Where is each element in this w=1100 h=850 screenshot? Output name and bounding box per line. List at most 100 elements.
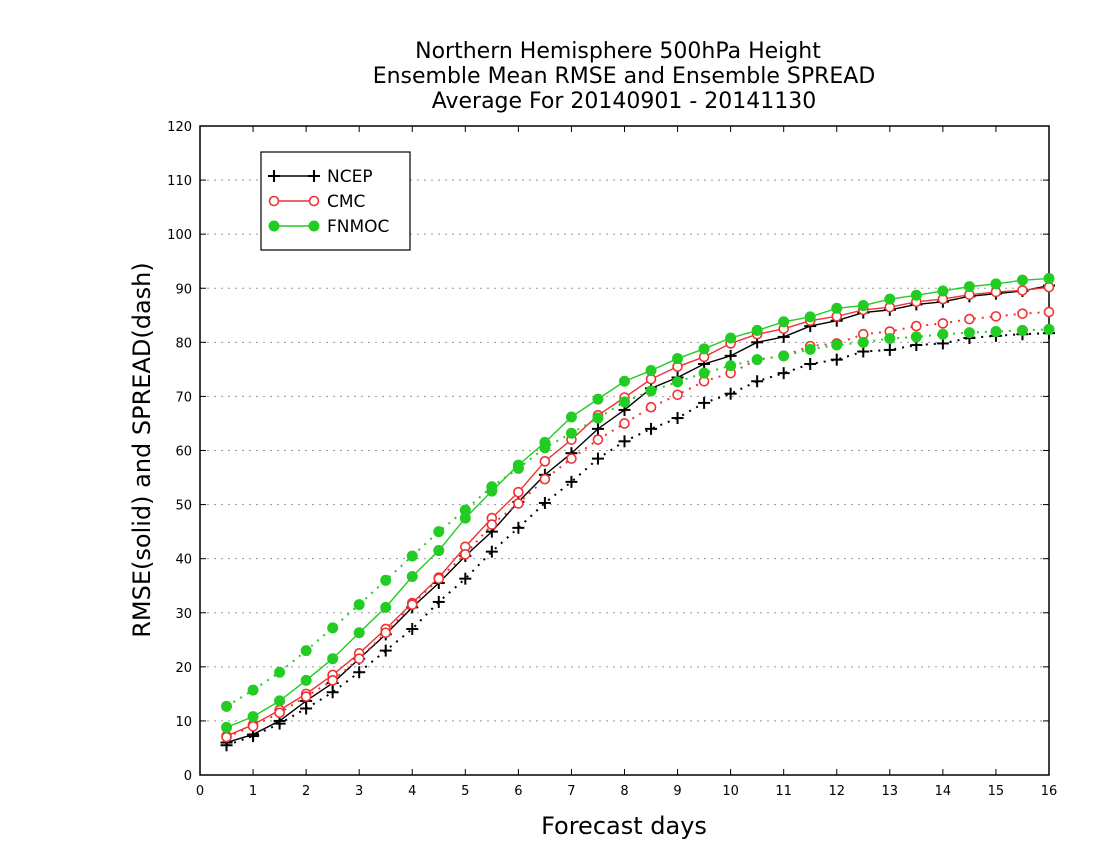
x-tick-label: 14 [935,784,952,799]
x-tick-label: 4 [408,784,416,799]
cmc-spread-point [460,549,471,560]
cmc-spread-point [1043,306,1055,318]
fnmoc-rmse-point [778,316,790,328]
y-axis-ticks: 0 10 20 30 40 50 60 70 80 90 100 110 120 [167,120,1049,784]
series-group [220,273,1055,752]
x-tick-label: 3 [355,784,363,799]
fnmoc-spread-point [353,599,365,611]
fnmoc-rmse-point [353,627,365,639]
fnmoc-rmse-point [751,324,763,336]
fnmoc-spread-point [645,385,657,397]
x-tick-label: 5 [461,784,469,799]
cmc-spread-point [433,573,445,584]
fnmoc-rmse-point [884,293,896,305]
ncep-spread-point [273,717,286,730]
fnmoc-spread-line [226,328,1050,708]
cmc-spread-point [380,627,392,639]
x-axis-ticks: 0 1 2 3 4 5 6 7 8 9 10 11 12 13 14 15 16 [196,126,1057,799]
cmc-spread-point [672,389,683,401]
cmc-spread-point [274,707,285,719]
cmc-spread-point [592,434,604,445]
fnmoc-rmse-point [1043,273,1055,285]
fnmoc-rmse-point [831,302,843,314]
cmc-spread-point [964,313,975,325]
fnmoc-spread-point [619,396,630,408]
ncep-rmse-point [724,349,737,362]
ncep-spread-point [883,343,896,356]
y-tick-label: 100 [167,228,192,243]
x-tick-label: 9 [673,784,681,799]
ncep-rmse-line [226,284,1050,744]
legend-marker-start [268,220,280,232]
ncep-spread-point [512,521,525,534]
x-tick-label: 7 [567,784,575,799]
ncep-spread-point [326,686,339,699]
y-tick-label: 80 [175,336,192,351]
fnmoc-spread-point [380,574,392,586]
ncep-spread-point [565,475,578,488]
legend-marker-start [268,170,280,182]
fnmoc-rmse-point [592,393,604,405]
ncep-spread-point [406,622,419,635]
cmc-spread-point [937,318,949,329]
fnmoc-spread-point [221,700,233,712]
fnmoc-rmse-point [274,695,286,707]
fnmoc-spread-point [990,326,1002,338]
fnmoc-rmse-point [300,674,312,686]
y-tick-label: 70 [175,390,192,405]
ncep-spread-point [379,644,392,657]
y-tick-label: 120 [167,120,192,135]
cmc-rmse-point [1017,285,1028,296]
fnmoc-spread-point [698,367,710,379]
legend: NCEP CMC FNMOC [260,151,411,251]
fnmoc-rmse-point [804,311,816,323]
ncep-spread-point [300,702,313,715]
fnmoc-rmse-point [327,653,339,665]
fnmoc-rmse-point [963,281,975,293]
fnmoc-rmse-point [433,545,445,557]
title-line-1: Northern Hemisphere 500hPa Height [415,39,821,64]
cmc-spread-point [513,498,524,509]
cmc-spread-point [539,473,551,485]
ncep-spread-point [459,572,472,585]
fnmoc-spread-point [963,327,975,339]
y-tick-label: 90 [175,282,192,297]
ncep-spread-point [645,422,658,435]
ncep-spread-point [247,730,260,743]
fnmoc-rmse-point [725,332,737,344]
cmc-rmse-point [539,456,551,467]
fnmoc-spread-point [300,645,312,657]
fnmoc-spread-point [486,481,498,493]
ncep-spread-point [751,375,764,388]
cmc-spread-point [247,721,259,732]
fnmoc-spread-point [406,550,418,562]
ncep-spread-point [538,496,551,509]
legend-label: NCEP [327,167,373,187]
fnmoc-rmse-point [937,285,949,297]
cmc-spread-point [406,599,418,610]
cmc-rmse-point [1043,281,1055,293]
fnmoc-rmse-point [698,343,710,355]
fnmoc-spread-point [857,336,869,348]
y-tick-label: 60 [175,445,192,460]
x-tick-label: 6 [514,784,522,799]
cmc-rmse-point [645,373,657,385]
x-tick-label: 0 [196,784,204,799]
fnmoc-rmse-point [380,601,392,613]
cmc-spread-point [327,675,338,686]
y-tick-label: 110 [167,174,192,189]
cmc-spread-point [619,418,630,429]
cmc-spread-point [486,519,498,530]
fnmoc-spread-point [247,684,259,696]
ncep-spread-point [830,353,843,366]
fnmoc-spread-point [512,462,524,474]
fnmoc-spread-point [804,343,816,355]
y-tick-label: 10 [175,715,192,730]
cmc-spread-point [566,453,577,464]
x-tick-label: 8 [620,784,628,799]
fnmoc-rmse-point [619,375,630,387]
cmc-spread-point [645,401,657,413]
title-line-3: Average For 20140901 - 20141130 [432,89,817,114]
ncep-rmse-point [591,422,604,435]
x-tick-label: 11 [775,784,792,799]
